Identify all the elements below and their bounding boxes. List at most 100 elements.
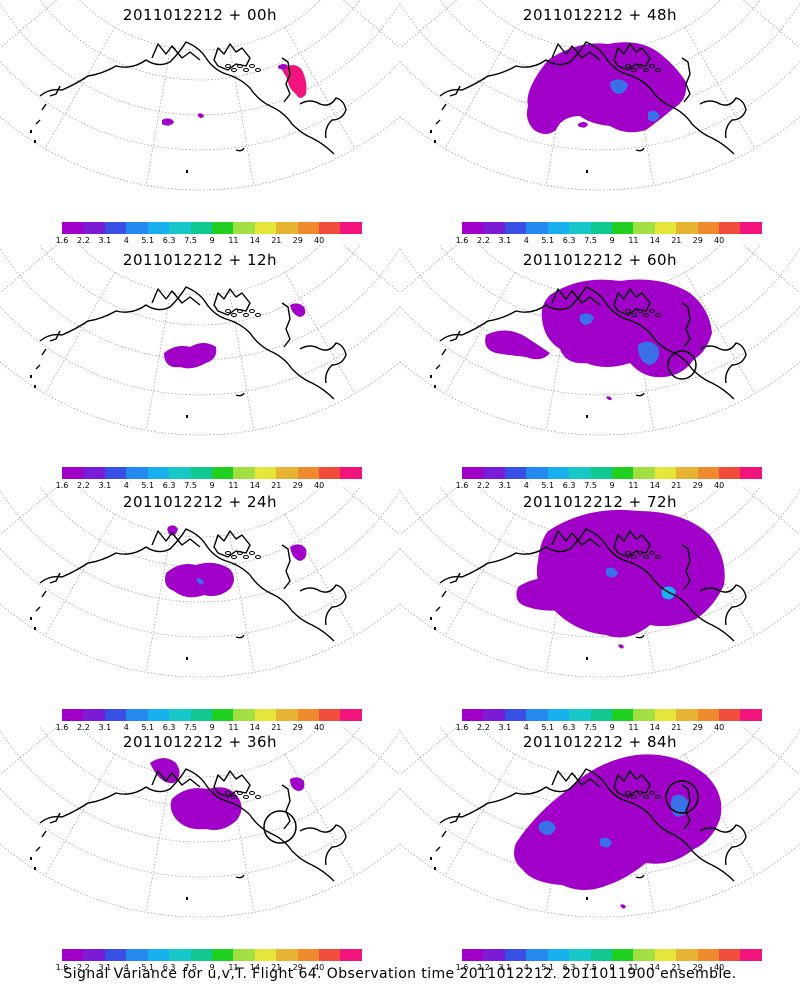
archipelago-island — [631, 313, 637, 317]
variance-shading — [578, 122, 588, 128]
variance-shading — [162, 118, 174, 126]
coastline — [681, 302, 691, 348]
coastline — [299, 342, 347, 384]
latitude-gridline — [400, 547, 800, 638]
coastline — [281, 784, 291, 830]
latitude-gridline — [0, 489, 400, 603]
island — [30, 375, 32, 378]
colorbar-swatch — [340, 709, 362, 721]
longitude-gridline — [284, 754, 356, 876]
island — [30, 130, 32, 133]
colorbar-swatch — [104, 467, 127, 479]
colorbar-swatch — [126, 467, 148, 479]
archipelago-island — [255, 795, 261, 799]
colorbar-swatch — [276, 222, 298, 234]
colorbar-swatch — [83, 709, 105, 721]
colorbar-swatch — [676, 949, 698, 961]
longitude-gridline — [545, 292, 571, 431]
coastline — [35, 330, 61, 370]
archipelago-island — [643, 795, 649, 799]
colorbar-swatch — [462, 949, 484, 961]
coastline — [213, 770, 251, 798]
colorbar-label: 9 — [609, 963, 615, 972]
colorbar-swatch — [319, 949, 341, 961]
colorbar-label: 29 — [692, 236, 703, 245]
map-panel-60h: 2011012212 + 60h 1.6 2.2 3.1 4 5.1 6.3 7.5 9 11 14… — [400, 245, 800, 490]
colorbar-swatch — [719, 949, 741, 961]
island — [30, 617, 32, 620]
colorbar-swatch — [62, 949, 84, 961]
colorbar-label: 6.3 — [562, 236, 576, 245]
colorbar-label: 40 — [714, 236, 725, 245]
longitude-gridline — [444, 272, 516, 394]
longitude-gridline — [44, 27, 116, 149]
colorbar-label: 4 — [523, 963, 529, 972]
colorbar-swatch — [276, 709, 298, 721]
variance-shading — [170, 787, 242, 830]
latitude-gridline — [400, 116, 800, 191]
colorbar-swatch — [676, 709, 698, 721]
colorbar-label: 21 — [271, 481, 282, 490]
colorbar-label: 29 — [692, 963, 703, 972]
colorbar — [462, 467, 762, 479]
coastline — [235, 147, 245, 152]
colorbar-swatch — [126, 949, 148, 961]
colorbar-label: 2.2 — [77, 481, 90, 490]
coastline — [681, 544, 691, 590]
colorbar-swatch — [697, 222, 720, 234]
colorbar-label: 7.5 — [584, 963, 597, 972]
island — [186, 897, 188, 900]
archipelago-island — [249, 551, 255, 555]
colorbar-swatch — [233, 949, 255, 961]
longitude-gridline — [742, 245, 800, 294]
latitude-gridline — [39, 487, 361, 568]
colorbar-swatch — [233, 222, 255, 234]
colorbar-swatch — [83, 467, 105, 479]
colorbar-swatch — [654, 222, 677, 234]
archipelago-island — [655, 555, 661, 559]
latitude-gridline — [0, 729, 400, 843]
colorbar-swatch — [462, 222, 484, 234]
colorbar-swatch — [740, 222, 762, 234]
colorbar-swatch — [611, 467, 634, 479]
latitude-gridline — [79, 727, 321, 778]
colorbar-swatch — [654, 949, 677, 961]
colorbar-swatch — [590, 949, 612, 961]
colorbar-labels: 1.6 2.2 3.1 4 5.1 6.3 7.5 9 11 14 21 29 40 — [50, 723, 370, 733]
coastline — [439, 286, 735, 400]
colorbar-label: 40 — [314, 723, 325, 732]
colorbar-swatch — [147, 949, 170, 961]
archipelago-island — [643, 68, 649, 72]
colorbar-label: 2.2 — [477, 481, 490, 490]
island — [30, 857, 32, 860]
coastline — [39, 768, 335, 882]
island — [434, 867, 436, 870]
colorbar-label: 21 — [671, 236, 682, 245]
archipelago-island — [231, 68, 237, 72]
latitude-gridline — [0, 361, 400, 436]
archipelago-island — [237, 309, 243, 313]
longitude-gridline — [342, 245, 400, 294]
longitude-gridline — [629, 292, 655, 431]
colorbar-label: 14 — [649, 481, 660, 490]
latitude-gridline — [79, 487, 321, 538]
colorbar-label: 7.5 — [184, 481, 197, 490]
colorbar-swatch — [126, 222, 148, 234]
colorbar-swatch — [211, 709, 234, 721]
observation-circle — [263, 810, 297, 844]
coastline — [281, 302, 291, 348]
colorbar-swatch — [633, 222, 655, 234]
colorbar-label: 3.1 — [98, 236, 112, 245]
variance-shading — [278, 64, 288, 70]
colorbar-label: 11 — [628, 481, 639, 490]
colorbar-swatch — [697, 467, 720, 479]
colorbar-label: 11 — [628, 723, 639, 732]
colorbar-label: 4 — [123, 723, 129, 732]
variance-shading — [610, 79, 628, 94]
longitude-gridline — [742, 727, 800, 776]
archipelago-island — [649, 791, 655, 795]
colorbar-swatch — [297, 949, 320, 961]
colorbar-swatch — [104, 709, 127, 721]
island — [586, 170, 588, 173]
coastline — [299, 97, 347, 139]
